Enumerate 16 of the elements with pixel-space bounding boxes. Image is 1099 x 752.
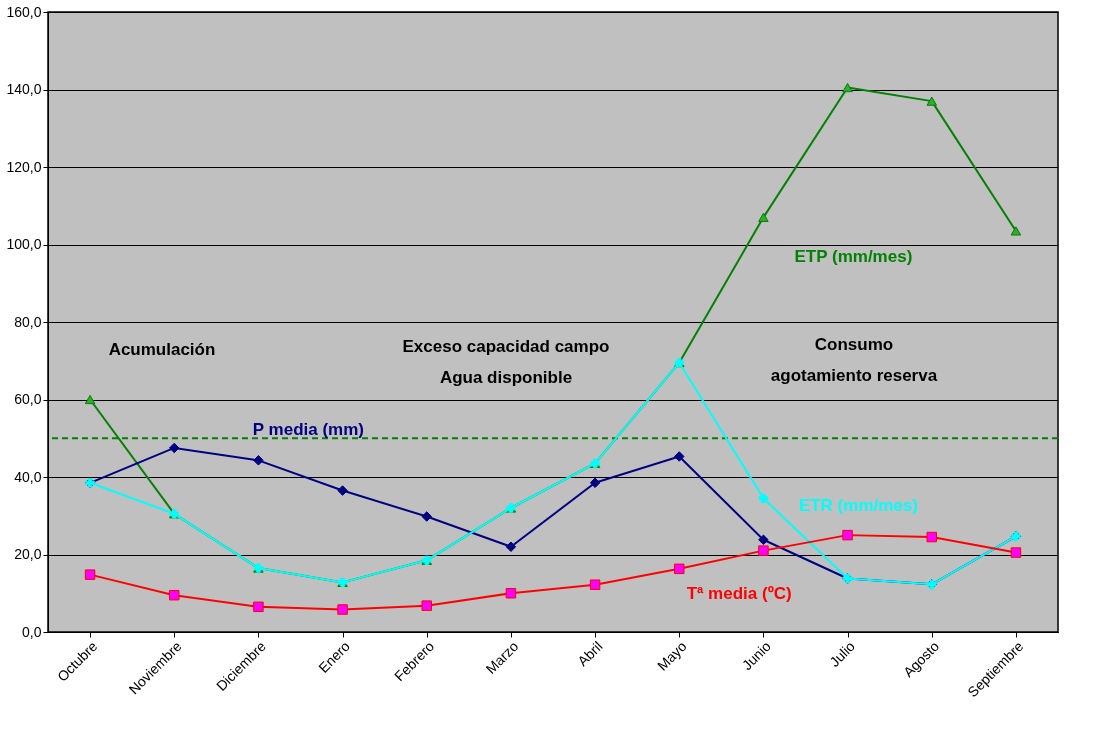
series-label: Tª media (ºC) xyxy=(686,583,792,603)
y-tick-label: 60,0 xyxy=(14,391,42,407)
annotation: Consumo agotamiento reserva xyxy=(770,335,938,385)
text: ETP (mm/mes) xyxy=(794,247,913,267)
y-tick-label: 160,0 xyxy=(6,3,42,20)
y-tick-label: 40,0 xyxy=(14,468,42,485)
y-tick-label: 20,0 xyxy=(14,546,42,562)
y-tick-label: 100,0 xyxy=(6,236,42,252)
series-label: P media (mm) xyxy=(252,420,364,440)
y-tick-label: 120,0 xyxy=(6,158,42,175)
y-tick-label: 0,0 xyxy=(22,623,42,640)
y-tick-label: 80,0 xyxy=(14,313,42,330)
annotation: Exceso capacidad campo Agua disponible xyxy=(402,337,610,387)
annotation: Acumulación xyxy=(108,340,216,359)
series-label: ETR (mm/mes) xyxy=(798,496,918,516)
y-tick-label: 140,0 xyxy=(6,81,42,97)
